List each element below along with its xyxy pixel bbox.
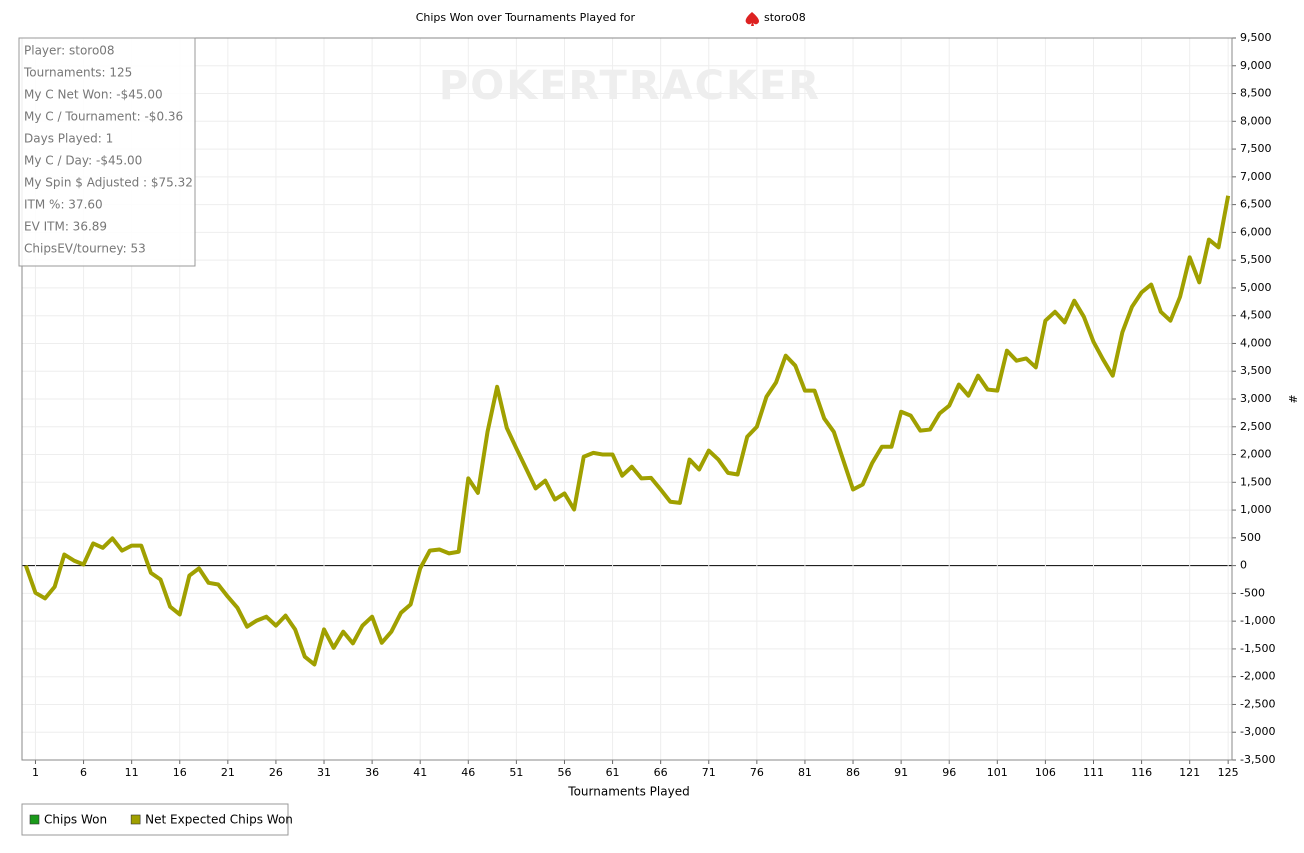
y-tick-label: 3,500 <box>1240 364 1272 377</box>
y-axis-label: # <box>1286 394 1299 403</box>
x-tick-label: 26 <box>269 766 283 779</box>
series-line <box>23 195 1231 667</box>
y-tick-label: -3,500 <box>1240 753 1275 766</box>
y-tick-label: 5,500 <box>1240 253 1272 266</box>
x-tick-label: 36 <box>365 766 379 779</box>
y-tick-label: 0 <box>1240 559 1247 572</box>
x-tick-label: 91 <box>894 766 908 779</box>
x-tick-label: 121 <box>1179 766 1200 779</box>
stat-line: ChipsEV/tourney: 53 <box>24 242 146 256</box>
x-tick-label: 125 <box>1218 766 1239 779</box>
stat-line: My Spin $ Adjusted : $75.32 <box>24 176 193 190</box>
x-tick-label: 76 <box>750 766 764 779</box>
stat-line: My C / Tournament: -$0.36 <box>24 110 183 124</box>
x-tick-label: 51 <box>509 766 523 779</box>
x-tick-label: 21 <box>221 766 235 779</box>
x-tick-label: 96 <box>942 766 956 779</box>
y-tick-label: 6,500 <box>1240 198 1272 211</box>
legend-label: Chips Won <box>44 813 107 827</box>
y-tick-label: -500 <box>1240 586 1265 599</box>
x-tick-label: 41 <box>413 766 427 779</box>
x-tick-label: 71 <box>702 766 716 779</box>
y-tick-label: 4,500 <box>1240 309 1272 322</box>
y-tick-label: -1,000 <box>1240 614 1275 627</box>
plot <box>23 195 1231 667</box>
y-tick-label: 7,500 <box>1240 142 1272 155</box>
legend-swatch <box>130 814 141 825</box>
x-tick-label: 11 <box>125 766 139 779</box>
stats: Player: storo08 Tournaments: 125 My C Net … <box>23 44 193 256</box>
x-tick-label: 116 <box>1131 766 1152 779</box>
y-tick-label: -3,000 <box>1240 725 1275 738</box>
stat-line: Days Played: 1 <box>24 132 113 146</box>
x-tick-label: 81 <box>798 766 812 779</box>
x-tick-label: 1 <box>32 766 39 779</box>
y-tick-label: -2,500 <box>1240 697 1275 710</box>
y-tick-label: 8,500 <box>1240 87 1272 100</box>
plot-frame <box>21 37 1233 761</box>
legend-box <box>21 803 289 836</box>
stat-line: Tournaments: 125 <box>23 66 132 80</box>
chart-title: Chips Won over Tournaments Played for <box>416 11 636 24</box>
x-tick-label: 6 <box>80 766 87 779</box>
stat-line: Player: storo08 <box>24 44 115 58</box>
y-tick-label: 1,000 <box>1240 503 1272 516</box>
legend-swatch <box>29 814 40 825</box>
y-tick-label: 8,000 <box>1240 114 1272 127</box>
x-tick-label: 61 <box>606 766 620 779</box>
y-tick-label: 9,500 <box>1240 31 1272 44</box>
y-tick-label: 1,500 <box>1240 475 1272 488</box>
y-tick-label: 500 <box>1240 531 1261 544</box>
x-tick-label: 31 <box>317 766 331 779</box>
y-tick-label: 5,000 <box>1240 281 1272 294</box>
y-tick-label: 6,000 <box>1240 225 1272 238</box>
x-tick-label: 16 <box>173 766 187 779</box>
stat-line: ITM %: 37.60 <box>24 198 103 212</box>
spade-icon <box>745 12 760 26</box>
y-tick-label: 4,000 <box>1240 336 1272 349</box>
x-tick-label: 111 <box>1083 766 1104 779</box>
stat-line: My C Net Won: -$45.00 <box>24 88 163 102</box>
x-tick-label: 66 <box>654 766 668 779</box>
x-tick-label: 86 <box>846 766 860 779</box>
x-tick-label: 56 <box>557 766 571 779</box>
legend: Chips Won Net Expected Chips Won <box>29 813 293 827</box>
x-tick-label: 106 <box>1035 766 1056 779</box>
x-tick-label: 101 <box>987 766 1008 779</box>
x-axis-label: Tournaments Played <box>567 785 689 799</box>
y-tick-label: -2,000 <box>1240 670 1275 683</box>
x-tick-label: 46 <box>461 766 475 779</box>
stat-line: EV ITM: 36.89 <box>24 220 107 234</box>
stats-box <box>18 37 196 267</box>
stat-line: My C / Day: -$45.00 <box>24 154 142 168</box>
player-name: storo08 <box>764 11 806 24</box>
y-tick-label: 9,000 <box>1240 59 1272 72</box>
y-tick-label: -1,500 <box>1240 642 1275 655</box>
legend-label: Net Expected Chips Won <box>145 813 293 827</box>
watermark: POKERTRACKER <box>439 63 821 109</box>
y-tick-label: 3,000 <box>1240 392 1272 405</box>
y-tick-label: 2,500 <box>1240 420 1272 433</box>
y-tick-label: 2,000 <box>1240 448 1272 461</box>
y-tick-label: 7,000 <box>1240 170 1272 183</box>
